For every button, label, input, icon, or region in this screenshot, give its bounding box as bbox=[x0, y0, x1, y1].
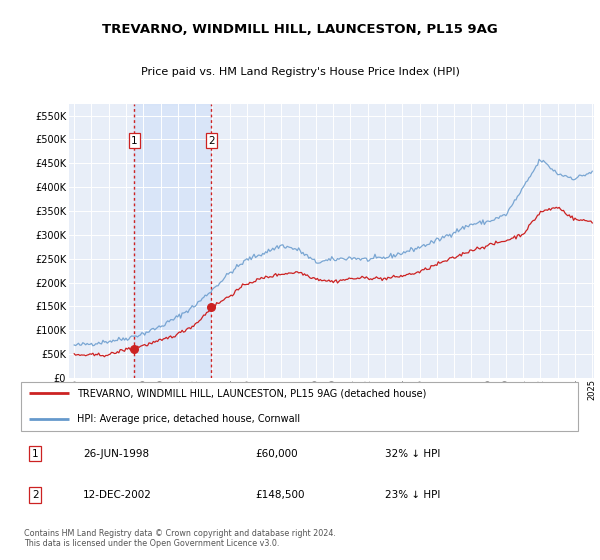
Text: 23% ↓ HPI: 23% ↓ HPI bbox=[385, 490, 440, 500]
Text: £60,000: £60,000 bbox=[255, 449, 298, 459]
Text: Price paid vs. HM Land Registry's House Price Index (HPI): Price paid vs. HM Land Registry's House … bbox=[140, 67, 460, 77]
Text: 2: 2 bbox=[32, 490, 39, 500]
Text: 2: 2 bbox=[208, 136, 215, 146]
Text: TREVARNO, WINDMILL HILL, LAUNCESTON, PL15 9AG (detached house): TREVARNO, WINDMILL HILL, LAUNCESTON, PL1… bbox=[77, 388, 427, 398]
Text: HPI: Average price, detached house, Cornwall: HPI: Average price, detached house, Corn… bbox=[77, 414, 301, 424]
Text: TREVARNO, WINDMILL HILL, LAUNCESTON, PL15 9AG: TREVARNO, WINDMILL HILL, LAUNCESTON, PL1… bbox=[102, 23, 498, 36]
Text: 1: 1 bbox=[32, 449, 39, 459]
Point bbox=[206, 302, 216, 311]
Text: 12-DEC-2002: 12-DEC-2002 bbox=[83, 490, 152, 500]
Point bbox=[130, 345, 139, 354]
Text: 26-JUN-1998: 26-JUN-1998 bbox=[83, 449, 149, 459]
FancyBboxPatch shape bbox=[21, 382, 578, 431]
Text: Contains HM Land Registry data © Crown copyright and database right 2024.
This d: Contains HM Land Registry data © Crown c… bbox=[23, 529, 335, 548]
Bar bbox=[134, 104, 211, 378]
Text: £148,500: £148,500 bbox=[255, 490, 304, 500]
Text: 1: 1 bbox=[131, 136, 138, 146]
Text: 32% ↓ HPI: 32% ↓ HPI bbox=[385, 449, 440, 459]
